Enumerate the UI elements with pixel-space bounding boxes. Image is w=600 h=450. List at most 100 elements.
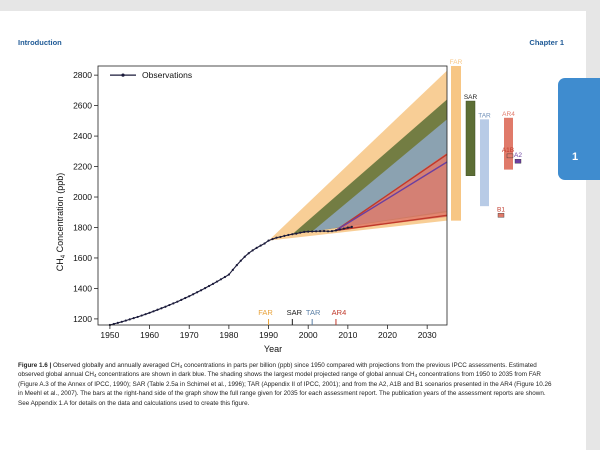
x-axis-label: Year — [264, 344, 282, 354]
x-tick-label: 2000 — [299, 330, 318, 340]
observation-point — [156, 308, 159, 311]
observation-point — [200, 289, 203, 292]
range-bar-label-tar: TAR — [478, 112, 491, 119]
observation-point — [176, 300, 179, 303]
y-axis-label: CH4 Concentration (ppb) — [55, 173, 67, 271]
legend-label: Observations — [142, 70, 192, 80]
observation-point — [152, 310, 155, 313]
legend-marker — [121, 73, 125, 77]
pub-year-label-sar: SAR — [287, 308, 303, 317]
observation-point — [299, 231, 302, 234]
y-tick-label: 2200 — [73, 162, 92, 172]
range-bar-far — [451, 66, 461, 221]
figure-label: Figure 1.6 | — [18, 362, 52, 369]
pub-year-label-far: FAR — [258, 308, 273, 317]
scenario-marker-label-b1: B1 — [497, 206, 505, 213]
x-tick-label: 1990 — [259, 330, 278, 340]
observation-point — [164, 305, 167, 308]
observation-point — [132, 317, 135, 320]
y-tick-label: 1400 — [73, 283, 92, 293]
range-bar-label-far: FAR — [450, 59, 463, 66]
side-tab-label: 1 — [572, 151, 579, 163]
observation-point — [263, 242, 266, 245]
observation-point — [168, 303, 171, 307]
observation-point — [223, 275, 227, 279]
scenario-line-b1 — [335, 214, 448, 232]
range-bar-label-ar4: AR4 — [502, 111, 515, 118]
observation-point — [346, 226, 349, 229]
observation-point — [196, 291, 199, 294]
observation-point — [116, 321, 119, 324]
observation-point — [338, 228, 342, 231]
pub-year-label-ar4: AR4 — [332, 308, 347, 317]
y-tick-label: 2000 — [73, 192, 92, 202]
observation-point — [219, 278, 223, 281]
observation-point — [239, 259, 242, 262]
observation-point — [303, 230, 306, 234]
observation-point — [172, 302, 175, 305]
observation-point — [128, 318, 131, 321]
observation-point — [140, 314, 143, 317]
y-tick-label: 1600 — [73, 253, 92, 263]
observation-point — [315, 230, 318, 233]
observation-point — [203, 287, 207, 290]
observation-point — [112, 322, 115, 326]
x-tick-label: 1980 — [219, 330, 238, 340]
observation-point — [184, 296, 187, 300]
x-tick-label: 2020 — [378, 330, 397, 340]
observation-point — [211, 282, 215, 285]
observation-point — [148, 311, 151, 314]
scenario-marker-a1b — [506, 153, 514, 159]
y-tick-label: 2800 — [73, 70, 92, 80]
observation-point — [322, 229, 326, 233]
section-header: Introduction — [18, 38, 62, 47]
observation-point — [180, 298, 183, 301]
observation-point — [275, 236, 278, 239]
observation-point — [144, 313, 147, 316]
chapter-side-tab[interactable]: 1 — [558, 78, 600, 180]
scenario-line-a1b — [335, 153, 448, 231]
pub-year-label-tar: TAR — [306, 308, 321, 317]
x-tick-label: 2010 — [338, 330, 357, 340]
y-tick-label: 2400 — [73, 131, 92, 141]
observation-point — [271, 237, 274, 241]
range-bar-ar4 — [504, 117, 513, 170]
observation-point — [279, 235, 282, 239]
y-tick-label: 1800 — [73, 222, 92, 232]
observation-point — [251, 249, 254, 252]
figure-caption: Figure 1.6 | Observed globally and annua… — [18, 362, 552, 407]
plot-frame — [97, 65, 448, 326]
observation-point — [267, 239, 270, 242]
x-tick-label: 2030 — [418, 330, 437, 340]
observation-point — [283, 234, 286, 237]
observation-point — [160, 307, 163, 310]
x-tick-label: 1950 — [100, 330, 119, 340]
y-tick-label: 1200 — [73, 314, 92, 324]
scenario-marker-label-a1b: A1B — [502, 147, 514, 154]
observation-point — [120, 320, 123, 323]
observation-point — [291, 233, 294, 236]
observation-point — [247, 252, 250, 255]
observation-point — [207, 284, 211, 288]
observation-point — [307, 230, 310, 233]
scenario-marker-label-a2: A2 — [514, 152, 522, 159]
observation-point — [342, 227, 345, 230]
observation-point — [192, 293, 195, 296]
range-bar-label-sar: SAR — [464, 94, 478, 101]
observation-point — [227, 273, 230, 276]
observation-point — [311, 230, 314, 233]
x-tick-label: 1970 — [180, 330, 199, 340]
observation-point — [255, 246, 258, 250]
observation-point — [124, 319, 127, 322]
observation-point — [243, 255, 246, 258]
observation-point — [287, 233, 290, 237]
range-bar-tar — [480, 119, 489, 207]
observation-point — [231, 268, 234, 271]
observation-point — [259, 244, 262, 247]
x-tick-label: 1960 — [140, 330, 159, 340]
scenario-marker-a2 — [514, 159, 522, 164]
scenario-marker-b1 — [497, 213, 505, 218]
range-bar-sar — [465, 100, 476, 176]
chapter-header: Chapter 1 — [529, 38, 564, 47]
